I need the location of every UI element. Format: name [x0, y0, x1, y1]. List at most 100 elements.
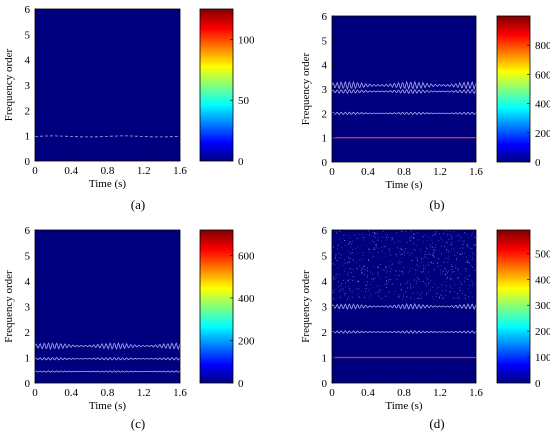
ridge-line — [331, 330, 477, 334]
noise-dot — [367, 275, 368, 276]
x-axis-label: Time (s) — [89, 400, 127, 412]
noise-dot — [407, 281, 409, 283]
noise-dot — [342, 287, 344, 289]
noise-dot — [454, 297, 456, 299]
noise-dot — [452, 262, 454, 264]
noise-dot — [388, 248, 390, 250]
noise-dot — [413, 234, 415, 235]
noise-dot — [461, 293, 463, 294]
noise-dot — [474, 244, 476, 246]
noise-dot — [343, 235, 344, 237]
noise-dot — [392, 283, 393, 285]
noise-dot — [443, 233, 445, 234]
noise-dot — [378, 291, 380, 293]
noise-dot — [369, 288, 371, 290]
y-tick-label: 1 — [322, 133, 328, 145]
y-tick-label: 2 — [25, 105, 31, 117]
noise-dot — [374, 232, 376, 233]
noise-dot — [366, 276, 368, 278]
noise-dot — [458, 235, 460, 237]
noise-dot — [401, 261, 402, 263]
noise-dot — [335, 254, 337, 256]
y-tick-label: 0 — [25, 378, 31, 390]
noise-dot — [348, 235, 350, 237]
noise-dot — [464, 232, 465, 234]
noise-dot — [453, 250, 455, 252]
x-tick-label: 1.2 — [137, 387, 151, 399]
noise-dot — [355, 248, 356, 249]
colorbar — [199, 229, 234, 384]
noise-dot — [455, 267, 457, 269]
noise-dot — [413, 249, 415, 250]
noise-dot — [419, 266, 421, 268]
noise-dot — [435, 233, 436, 235]
noise-dot — [338, 267, 339, 269]
colorbar-tick-label: 200 — [535, 326, 550, 338]
noise-dot — [465, 298, 466, 299]
panel-label: (a) — [131, 197, 145, 212]
noise-dot — [396, 276, 397, 278]
noise-dot — [401, 230, 403, 232]
noise-dot — [410, 286, 412, 288]
x-tick-label: 0.8 — [397, 166, 411, 178]
y-tick-label: 4 — [322, 60, 328, 72]
noise-dot — [343, 290, 345, 292]
noise-dot — [333, 277, 335, 279]
noise-dot — [426, 254, 428, 255]
noise-dot — [428, 281, 429, 283]
y-tick-label: 2 — [25, 327, 31, 339]
noise-dot — [373, 278, 374, 279]
noise-dot — [409, 270, 410, 272]
noise-dot — [445, 262, 447, 263]
noise-dot — [421, 258, 422, 260]
noise-dot — [337, 245, 338, 246]
noise-dot — [448, 291, 450, 293]
noise-dot — [457, 233, 459, 235]
noise-dot — [468, 274, 470, 276]
x-tick-label: 0 — [32, 387, 38, 399]
noise-dot — [389, 249, 391, 251]
noise-dot — [423, 271, 424, 272]
noise-dot — [439, 273, 441, 274]
noise-dot — [389, 261, 391, 262]
noise-dot — [358, 296, 360, 298]
noise-dot — [450, 274, 451, 276]
noise-dot — [422, 236, 423, 238]
noise-dot — [372, 280, 374, 282]
noise-dot — [430, 289, 431, 291]
noise-dot — [395, 270, 397, 272]
noise-dot — [344, 262, 346, 264]
noise-dot — [388, 273, 390, 275]
noise-dot — [385, 295, 387, 297]
colorbar-tick-label: 400 — [535, 99, 550, 111]
noise-dot — [358, 295, 360, 297]
noise-dot — [369, 234, 370, 236]
x-tick-label: 0.4 — [361, 166, 375, 178]
noise-dot — [433, 256, 435, 258]
noise-dot — [348, 286, 350, 288]
y-axis-label: Frequency order — [300, 52, 312, 125]
noise-dot — [460, 253, 461, 255]
noise-dot — [405, 248, 407, 250]
noise-dot — [336, 232, 338, 234]
noise-dot — [385, 239, 386, 241]
noise-dot — [361, 271, 363, 273]
noise-dot — [380, 264, 381, 265]
noise-dot — [386, 237, 387, 238]
noise-dot — [422, 257, 424, 259]
noise-dot — [377, 232, 378, 234]
noise-dot — [359, 259, 361, 261]
noise-dot — [333, 289, 335, 291]
x-tick-label: 0 — [329, 166, 335, 178]
noise-dot — [385, 267, 387, 268]
noise-dot — [375, 244, 376, 246]
plot-area — [35, 230, 180, 383]
noise-dot — [472, 296, 474, 298]
noise-dot — [368, 249, 370, 250]
noise-dot — [362, 268, 363, 270]
noise-dot — [436, 289, 438, 291]
noise-dot — [342, 289, 343, 291]
noise-dot — [465, 295, 466, 296]
noise-dot — [453, 283, 455, 284]
panel-a: 0 0.4 0.8 1.2 1.6 0 1 2 3 4 5 6 Time (s) Frequency or… — [3, 4, 255, 212]
